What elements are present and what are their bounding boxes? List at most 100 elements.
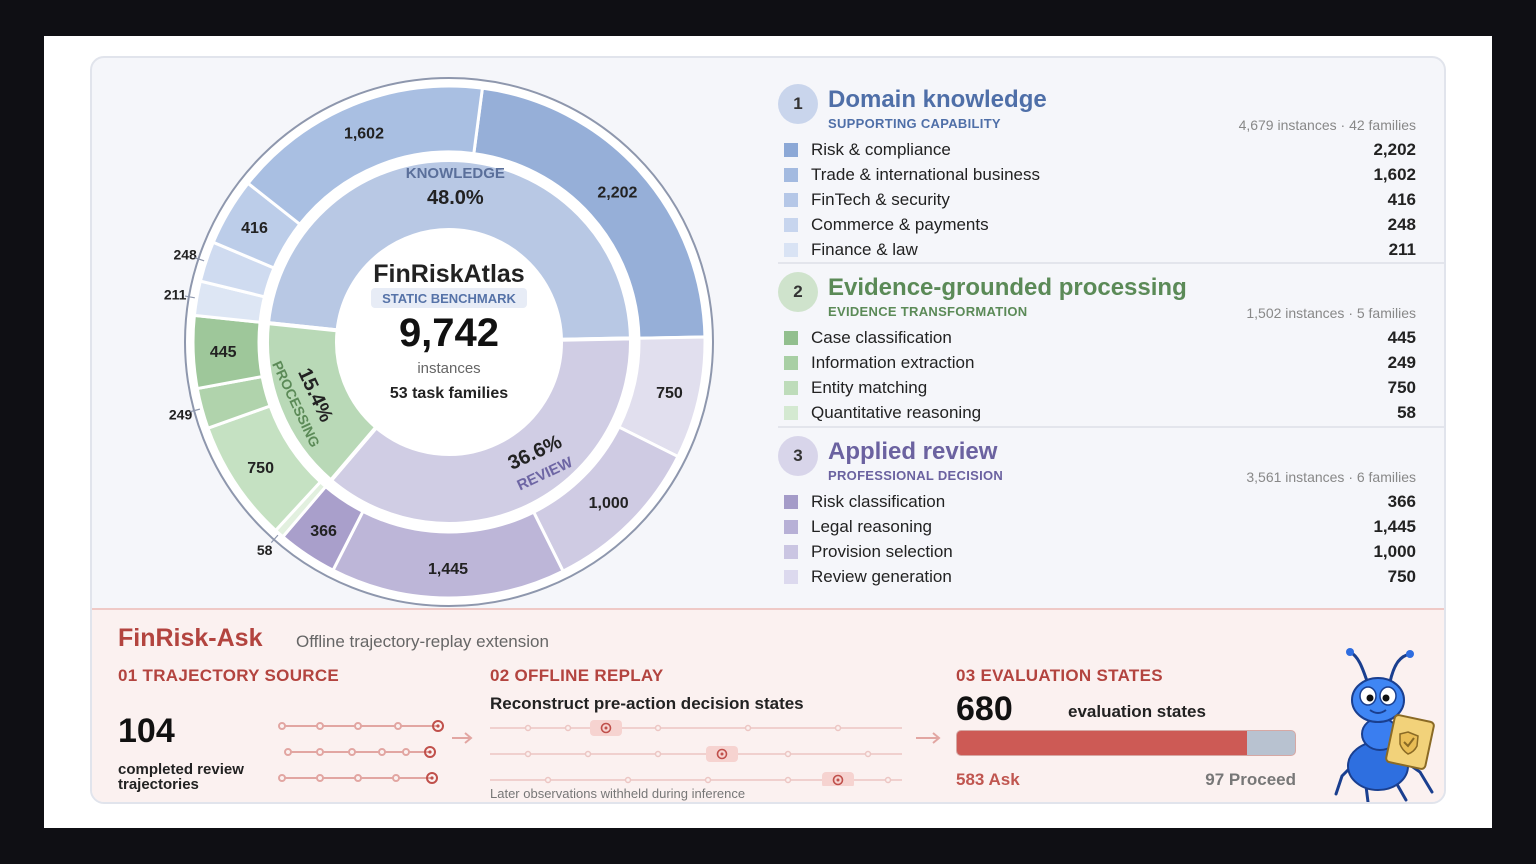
legend-row: Legal reasoning 1,445 [778, 515, 1428, 540]
group-subtitle: EVIDENCE TRANSFORMATION [828, 304, 1028, 319]
group-meta: 3,561 instances · 6 families [1246, 469, 1416, 485]
legend-row: Provision selection 1,000 [778, 540, 1428, 565]
group-subtitle: PROFESSIONAL DECISION [828, 468, 1004, 483]
group-title: Evidence-grounded processing [828, 274, 1187, 301]
center-title: FinRiskAtlas [373, 260, 524, 288]
label-leader-line [194, 257, 205, 262]
legend-group-header: 2 Evidence-grounded processing EVIDENCE TR… [778, 268, 1428, 326]
legend-group-1: 1 Domain knowledge SUPPORTING CAPABILITY 4,… [778, 80, 1428, 263]
legend-label: Finance & law [811, 240, 918, 259]
legend-rows: Case classification 445 Information extrac… [778, 326, 1428, 426]
legend-swatch [784, 218, 798, 232]
legend-label: Legal reasoning [811, 517, 932, 536]
legend-value: 366 [1387, 492, 1416, 511]
legend-value: 58 [1397, 403, 1416, 422]
legend-rows: Risk classification 366 Legal reasoning 1,4… [778, 490, 1428, 590]
ask-share-fill [957, 731, 1247, 755]
group-meta: 4,679 instances · 42 families [1238, 117, 1416, 133]
outer-segment-label: 1,000 [589, 495, 629, 512]
legend-swatch [784, 406, 798, 420]
label-leader-line [270, 534, 279, 544]
step1-caption-line2: trajectories [118, 776, 199, 793]
legend-label: Trade & international business [811, 165, 1041, 184]
outer-segment-label: 445 [210, 344, 237, 361]
label-leader-line [190, 408, 201, 413]
page: 2,202 750 1,000 1,445 366 58 750 249 445 211 248 41… [44, 36, 1492, 828]
legend-value: 1,000 [1373, 542, 1416, 561]
legend-value: 1,602 [1373, 165, 1416, 184]
outer-segment-label: 366 [310, 523, 337, 540]
ask-count-label: 583 Ask [956, 770, 1020, 789]
ant-mascot-icon [1334, 648, 1435, 802]
legend-value: 1,445 [1373, 517, 1416, 536]
outer-segment-label: 750 [656, 385, 683, 402]
legend-group-2: 2 Evidence-grounded processing EVIDENCE TR… [778, 268, 1428, 426]
legend-label: Commerce & payments [811, 215, 989, 234]
legend-row: Information extraction 249 [778, 351, 1428, 376]
evaluation-state-bar [956, 730, 1296, 756]
legend-value: 2,202 [1373, 140, 1416, 159]
legend-swatch [784, 243, 798, 257]
step3-heading: 03 EVALUATION STATES [956, 666, 1163, 685]
legend-swatch [784, 570, 798, 584]
group-subtitle: SUPPORTING CAPABILITY [828, 116, 1001, 131]
step2-heading: 02 OFFLINE REPLAY [490, 666, 664, 685]
label-leader-line [184, 295, 195, 299]
center-unit: instances [417, 360, 480, 377]
ask-title: FinRisk-Ask [118, 624, 263, 652]
group-number-badge: 3 [778, 436, 818, 476]
legend-label: Entity matching [811, 378, 928, 397]
legend-swatch [784, 495, 798, 509]
legend-value: 249 [1387, 353, 1416, 372]
legend-label: Review generation [811, 567, 952, 586]
legend-group-header: 1 Domain knowledge SUPPORTING CAPABILITY 4,… [778, 80, 1428, 138]
legend-value: 750 [1387, 567, 1416, 586]
taxonomy-donut-chart: 2,202 750 1,000 1,445 366 58 750 249 445 211 248 41… [164, 77, 714, 607]
legend-value: 211 [1388, 240, 1416, 259]
legend-label: Quantitative reasoning [811, 403, 982, 422]
group-number-badge: 1 [778, 84, 818, 124]
outer-segment-label: 211 [164, 286, 187, 302]
donut-center [337, 230, 561, 454]
legend-row: Entity matching 750 [778, 376, 1428, 401]
outer-segment-label: 58 [257, 542, 273, 558]
proceed-count-label: 97 Proceed [1205, 770, 1296, 789]
legend-rows: Risk & compliance 2,202 Trade & internatio… [778, 138, 1428, 263]
group-title: Applied review [828, 438, 998, 465]
legend-label: Risk classification [811, 492, 946, 511]
outer-ring: 2,202 750 1,000 1,445 366 58 750 249 445 211 248 41… [164, 84, 707, 600]
legend-swatch [784, 356, 798, 370]
step3-number: 680 [956, 690, 1013, 728]
legend-group-header: 3 Applied review PROFESSIONAL DECISION 3,56… [778, 432, 1428, 490]
benchmark-section: 2,202 750 1,000 1,445 366 58 750 249 445 211 248 41… [92, 58, 1444, 608]
legend-label: FinTech & security [811, 190, 950, 209]
step3-caption: evaluation states [1068, 702, 1206, 721]
legend-group-3: 3 Applied review PROFESSIONAL DECISION 3,56… [778, 432, 1428, 590]
legend-row: Review generation 750 [778, 565, 1428, 590]
legend-value: 750 [1387, 378, 1416, 397]
legend-swatch [784, 520, 798, 534]
legend-swatch [784, 381, 798, 395]
legend-row: Risk & compliance 2,202 [778, 138, 1428, 163]
legend-label: Provision selection [811, 542, 953, 561]
finrisk-ask-section: FinRisk-Ask Offline trajectory-replay ex… [92, 608, 1444, 802]
inner-label-percent: 48.0% [427, 187, 484, 209]
legend-row: Trade & international business 1,602 [778, 163, 1428, 188]
outer-segment-label: 248 [173, 246, 197, 262]
trajectory-lines-illustration [278, 720, 473, 784]
legend-row: Risk classification 366 [778, 490, 1428, 515]
outer-segment-label: 1,602 [344, 126, 384, 143]
legend-swatch [784, 193, 798, 207]
legend-row: Quantitative reasoning 58 [778, 401, 1428, 426]
step2-text: Reconstruct pre-action decision states [490, 694, 804, 713]
legend-value: 445 [1387, 328, 1416, 347]
center-families: 53 task families [390, 385, 508, 402]
outer-segment-label: 750 [247, 460, 274, 477]
center-badge-bg [371, 288, 527, 308]
outer-segment-label: 1,445 [428, 561, 468, 578]
legend-swatch [784, 143, 798, 157]
outer-segment-label: 2,202 [597, 184, 637, 201]
replay-lines-illustration [490, 720, 941, 786]
step1-caption-line1: completed review [118, 761, 244, 778]
